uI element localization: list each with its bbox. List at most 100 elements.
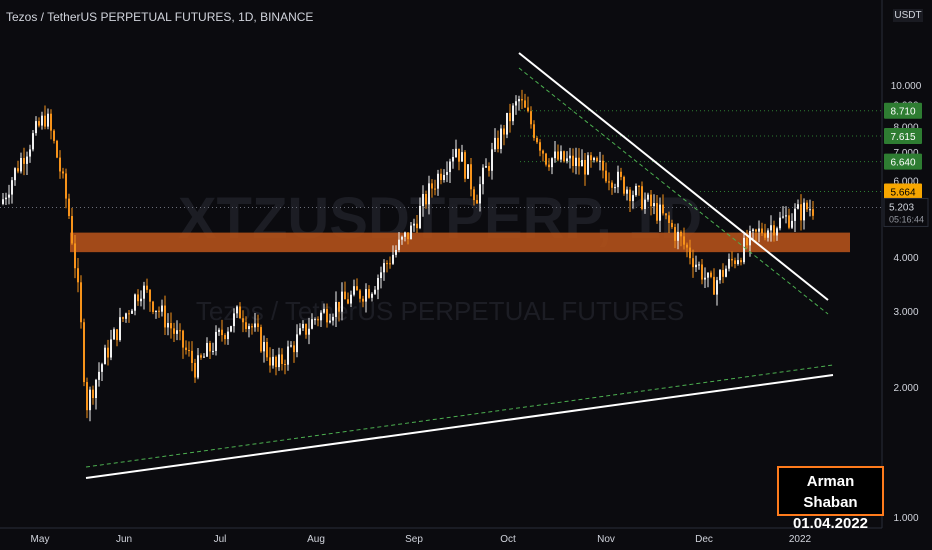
candle-body	[422, 194, 424, 206]
candle-body	[440, 174, 442, 180]
candle-body	[539, 142, 541, 150]
candle-body	[323, 309, 325, 313]
candle-body	[182, 331, 184, 348]
candle-body	[230, 326, 232, 331]
candle-body	[191, 351, 193, 363]
candle-body	[701, 264, 703, 279]
candle-body	[683, 236, 685, 244]
candle-body	[62, 171, 64, 173]
candle-body	[377, 278, 379, 290]
candle-body	[497, 138, 499, 149]
y-tick-label: 1.000	[893, 513, 918, 524]
candle-body	[65, 173, 67, 198]
candle-body	[188, 350, 190, 351]
candle-body	[671, 223, 673, 227]
candle-body	[788, 215, 790, 227]
candle-body	[251, 326, 253, 327]
candle-body	[455, 149, 457, 157]
candle-body	[374, 290, 376, 294]
candle-body	[428, 183, 430, 204]
candle-body	[467, 164, 469, 178]
candle-body	[311, 319, 313, 329]
candle-body	[761, 229, 763, 234]
candle-body	[41, 116, 43, 126]
x-tick-label: Aug	[307, 534, 325, 545]
candle-body	[326, 309, 328, 322]
candle-body	[704, 278, 706, 280]
candle-body	[800, 204, 802, 220]
candle-body	[779, 218, 781, 229]
candle-body	[608, 181, 610, 182]
candle-body	[44, 116, 46, 127]
candle-body	[410, 226, 412, 240]
candle-body	[464, 152, 466, 179]
candle-body	[80, 282, 82, 322]
candle-body	[575, 158, 577, 166]
candle-body	[644, 200, 646, 209]
candle-body	[176, 330, 178, 334]
candle-body	[518, 99, 520, 101]
candle-body	[572, 156, 574, 166]
candle-body	[5, 198, 7, 200]
candle-body	[356, 286, 358, 290]
candle-body	[746, 238, 748, 245]
candle-body	[476, 200, 478, 203]
candle-body	[659, 205, 661, 221]
candle-body	[368, 289, 370, 298]
candle-body	[488, 166, 490, 171]
level-tag-label: 8.710	[890, 107, 915, 118]
candle-body	[209, 343, 211, 351]
candle-body	[752, 229, 754, 231]
candle-body	[710, 273, 712, 277]
candle-body	[56, 141, 58, 158]
candle-body	[785, 215, 787, 216]
author-date: 01.04.2022	[779, 513, 882, 534]
author-badge: Arman Shaban 01.04.2022	[777, 466, 884, 516]
candle-body	[392, 255, 394, 264]
candle-body	[362, 299, 364, 302]
candle-body	[680, 232, 682, 236]
candle-body	[203, 357, 205, 358]
candle-body	[86, 382, 88, 410]
candle-body	[641, 186, 643, 209]
x-tick-label: Jul	[214, 534, 227, 545]
candle-body	[332, 317, 334, 321]
candle-body	[611, 183, 613, 188]
candle-body	[128, 313, 130, 314]
candle-body	[29, 149, 31, 156]
resistance-trendline	[519, 53, 828, 300]
candle-body	[806, 203, 808, 210]
candle-body	[782, 216, 784, 217]
author-name: Arman Shaban	[779, 471, 882, 513]
candle-body	[23, 158, 25, 164]
candle-body	[227, 332, 229, 340]
candle-body	[236, 306, 238, 313]
candle-body	[803, 203, 805, 221]
level-tag-label: 5.664	[890, 188, 915, 199]
candle-body	[281, 354, 283, 364]
candle-body	[557, 151, 559, 159]
candle-body	[167, 323, 169, 327]
candle-body	[521, 99, 523, 100]
candle-body	[419, 206, 421, 228]
candle-body	[617, 172, 619, 187]
candle-body	[524, 100, 526, 107]
candle-body	[728, 259, 730, 269]
candle-body	[389, 263, 391, 264]
candle-body	[425, 194, 427, 204]
candle-body	[491, 149, 493, 170]
candle-body	[668, 215, 670, 223]
candle-body	[737, 260, 739, 264]
y-tick-label: 3.000	[893, 307, 918, 318]
candle-body	[437, 174, 439, 189]
candle-body	[269, 357, 271, 365]
candle-body	[755, 229, 757, 231]
y-tick-label: 10.000	[891, 81, 922, 92]
candle-body	[665, 213, 667, 215]
candle-body	[587, 155, 589, 174]
candle-body	[533, 124, 535, 138]
candle-body	[89, 390, 91, 411]
candle-body	[329, 321, 331, 323]
support-trendline	[86, 375, 833, 478]
